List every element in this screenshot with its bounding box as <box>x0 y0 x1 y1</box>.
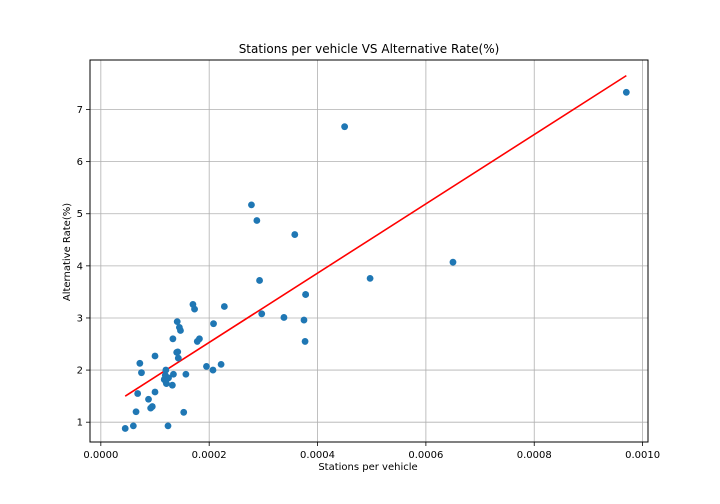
scatter-point <box>258 310 266 318</box>
y-tick-label: 1 <box>77 418 83 429</box>
scatter-point <box>291 231 299 238</box>
scatter-point <box>173 318 181 326</box>
scatter-point <box>196 335 203 343</box>
scatter-point <box>151 388 159 396</box>
scatter-point <box>220 303 228 310</box>
x-axis: 0.0000 0.0002 0.0004 0.0006 0.0008 0.0010 <box>83 442 660 461</box>
scatter-point <box>182 370 190 378</box>
scatter-point <box>134 390 142 397</box>
scatter-point <box>174 354 182 362</box>
x-axis-label: Stations per vehicle <box>318 462 417 473</box>
x-tick-label: 0.0002 <box>192 450 227 461</box>
scatter-point <box>300 316 308 324</box>
scatter-point <box>174 348 182 356</box>
y-tick-label: 2 <box>77 366 83 377</box>
y-tick-label: 4 <box>77 261 83 272</box>
plot-background <box>90 60 648 442</box>
scatter-point <box>162 380 170 388</box>
scatter-point <box>129 422 137 430</box>
x-tick-label: 0.0000 <box>83 450 118 461</box>
scatter-point <box>121 425 129 432</box>
scatter-point <box>301 338 309 345</box>
chart-title: Stations per vehicle VS Alternative Rate… <box>239 42 500 56</box>
scatter-points <box>121 88 630 432</box>
scatter-point <box>253 217 261 224</box>
scatter-point <box>151 352 159 360</box>
x-tick-label: 0.0004 <box>300 450 335 461</box>
scatter-point <box>145 395 152 403</box>
scatter-point <box>256 277 263 284</box>
scatter-point <box>164 422 172 430</box>
y-tick-label: 5 <box>77 209 83 220</box>
scatter-point <box>168 381 176 389</box>
plot-frame <box>89 59 649 443</box>
scatter-point <box>209 366 217 374</box>
x-tick-label: 0.0006 <box>408 450 443 461</box>
x-tick-label: 0.0008 <box>517 450 552 461</box>
y-tick-label: 7 <box>77 105 83 116</box>
scatter-point <box>136 359 144 367</box>
scatter-point <box>162 366 170 374</box>
regression-line <box>124 74 627 397</box>
scatter-point <box>210 320 217 328</box>
x-tick-label: 0.0010 <box>625 450 660 461</box>
scatter-point <box>366 274 374 282</box>
scatter-point <box>341 123 349 131</box>
scatter-point <box>132 408 140 416</box>
scatter-point <box>280 314 288 321</box>
scatter-point <box>180 408 188 416</box>
regression-line-group <box>124 74 627 397</box>
plot-area <box>89 59 649 443</box>
scatter-point <box>449 258 457 266</box>
scatter-point <box>217 360 225 368</box>
scatter-point <box>170 370 177 378</box>
grid-lines <box>90 60 648 442</box>
scatter-point <box>191 305 198 313</box>
y-axis-label: Alternative Rate(%) <box>62 203 73 301</box>
scatter-point <box>622 88 630 96</box>
scatter-point <box>169 335 177 343</box>
scatter-point <box>165 374 172 382</box>
y-tick-label: 6 <box>77 157 83 168</box>
scatter-point <box>302 291 310 298</box>
scatter-point <box>177 327 184 334</box>
scatter-point <box>148 403 156 410</box>
scatter-point <box>138 369 145 377</box>
scatter-point <box>203 363 210 370</box>
y-axis: 1 2 3 4 5 6 7 <box>77 105 90 429</box>
scatter-point <box>248 201 255 209</box>
y-tick-label: 3 <box>77 313 83 324</box>
